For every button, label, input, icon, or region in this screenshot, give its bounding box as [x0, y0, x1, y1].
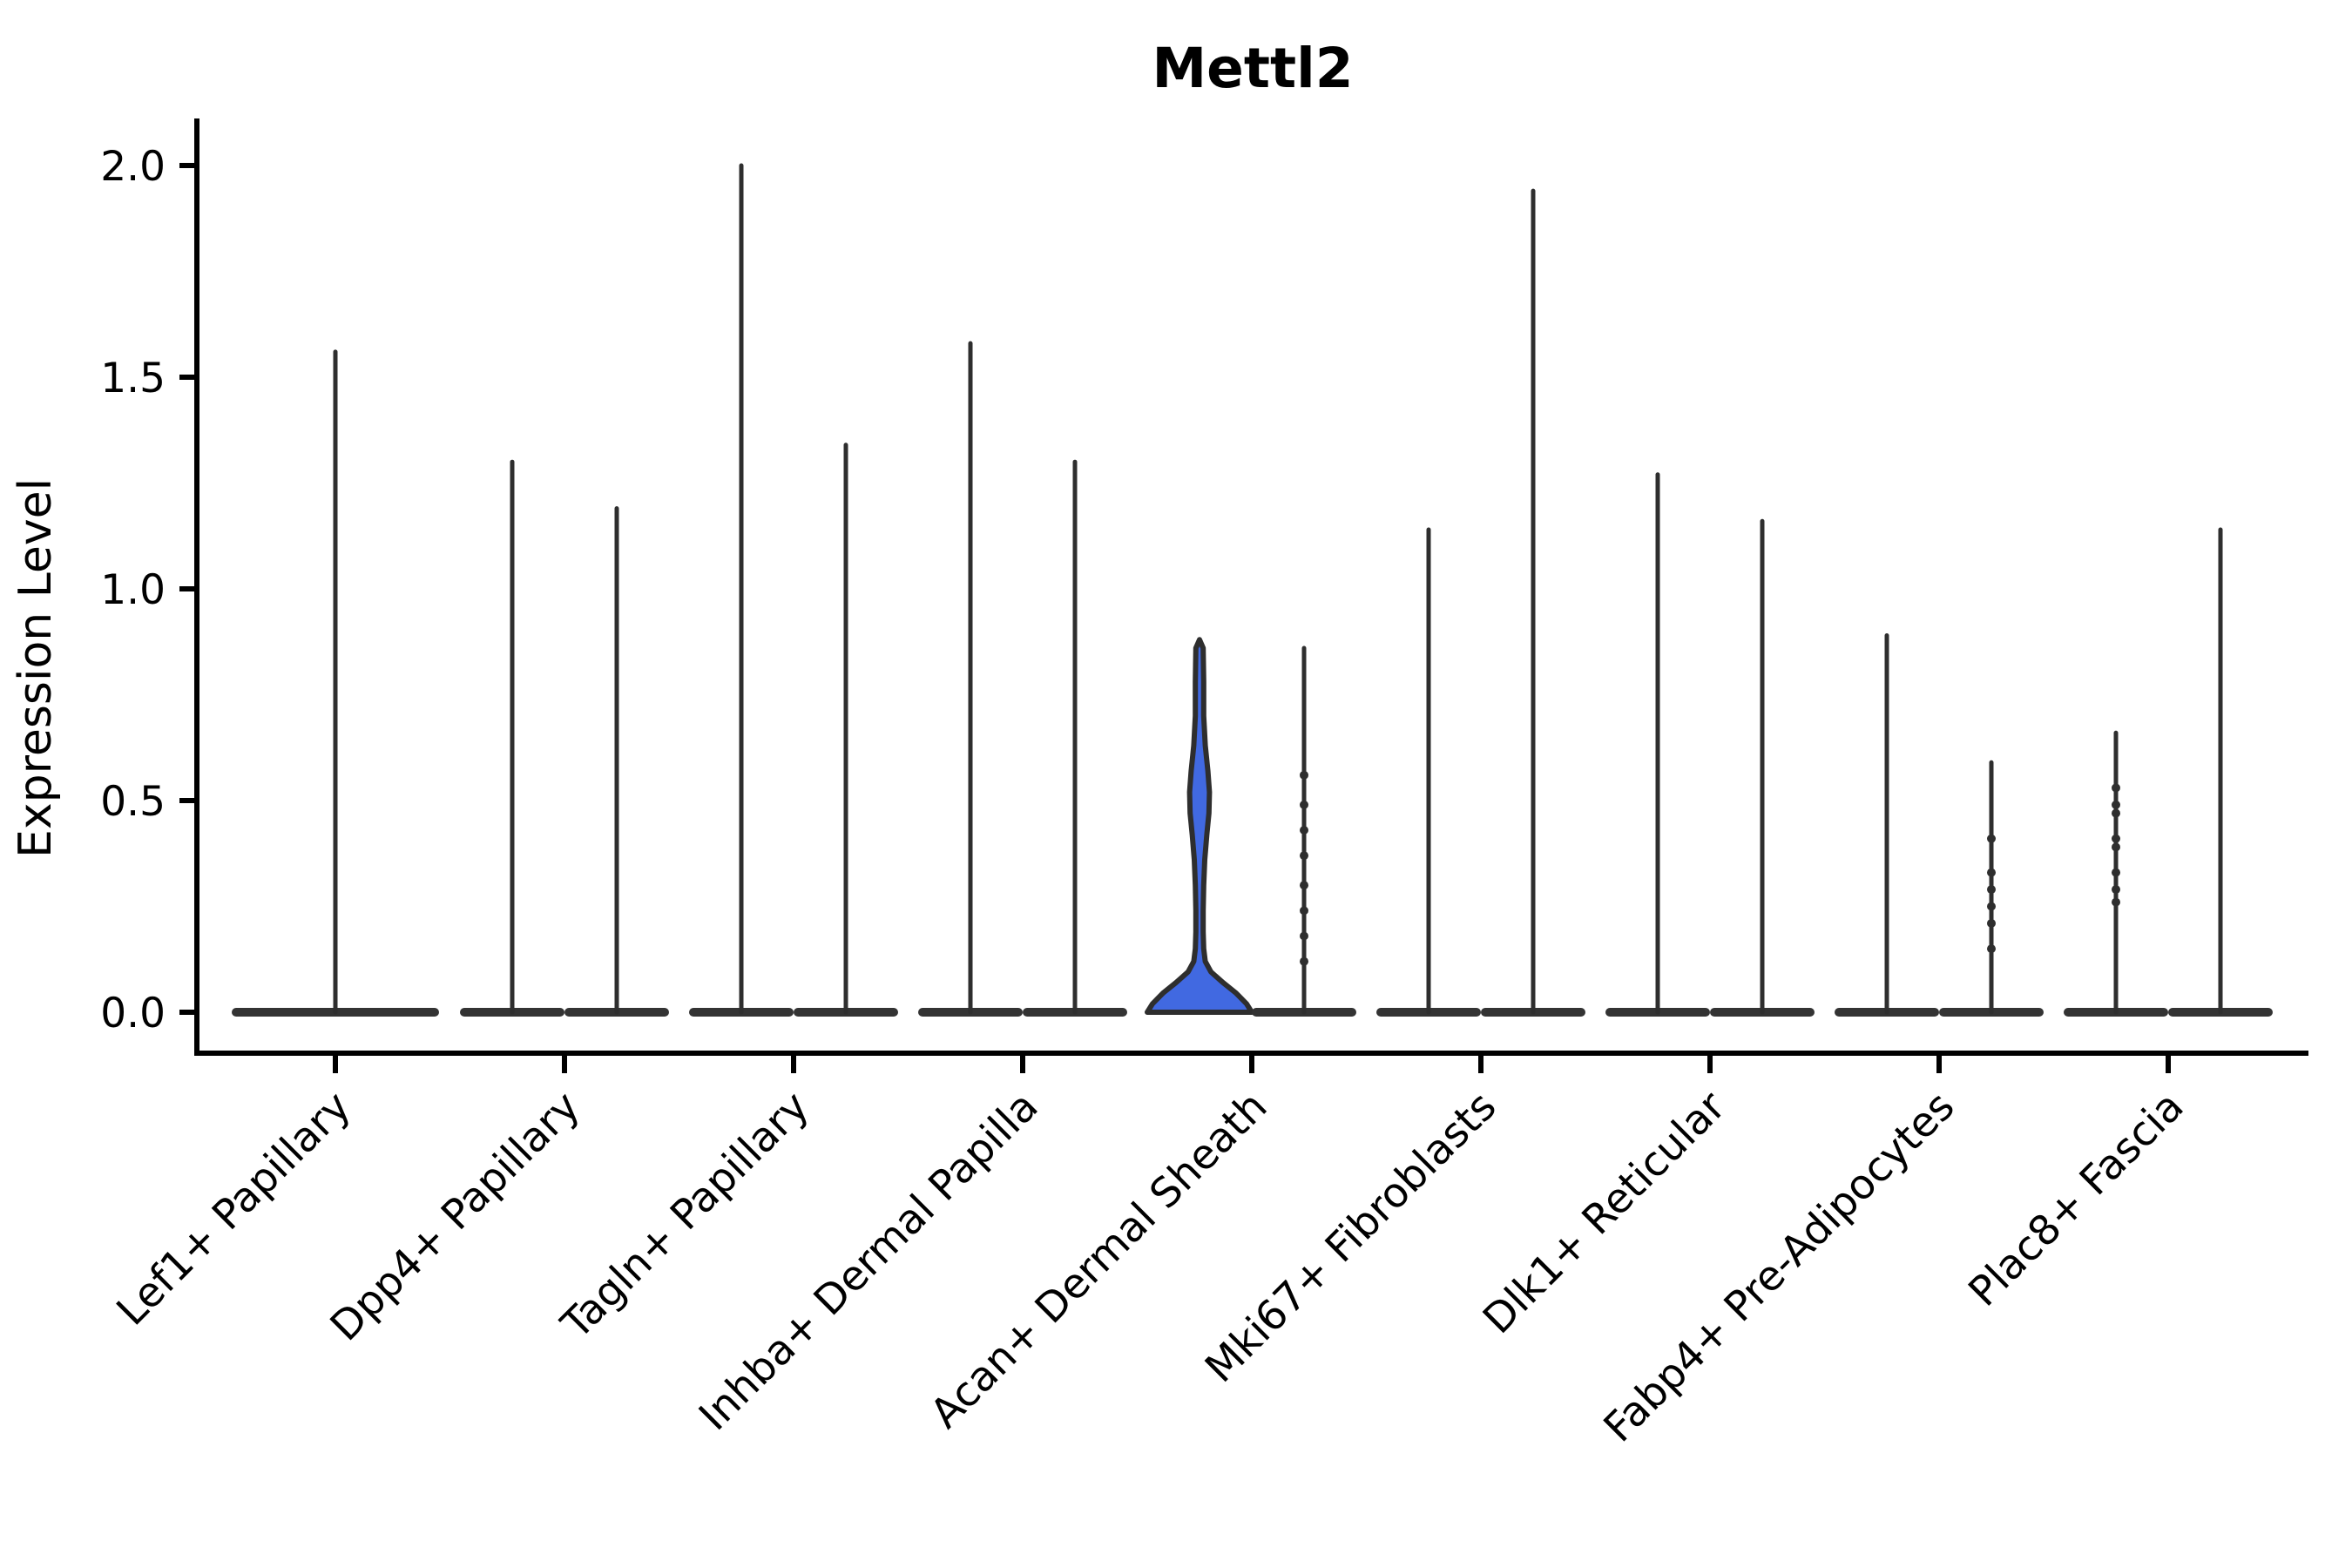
filled-violin-body	[1145, 637, 1254, 1015]
cell-point	[1987, 902, 1996, 911]
violin-5-right	[1481, 188, 1585, 1017]
cell-point	[1987, 834, 1996, 843]
x-tick-label: Dpp4+ Papillary	[321, 1083, 590, 1351]
violin-2-left	[689, 163, 794, 1017]
violin-0-center	[232, 349, 439, 1017]
x-tick-label: Tagln+ Papillary	[552, 1083, 819, 1349]
cell-point	[1300, 881, 1308, 890]
cell-point	[1987, 944, 1996, 954]
cell-point	[1300, 851, 1308, 861]
cell-point	[1300, 826, 1308, 835]
y-tick-label: 0.0	[100, 990, 166, 1037]
cell-point	[1300, 906, 1308, 916]
cell-point	[1987, 918, 1996, 928]
violin-series	[232, 163, 2273, 1017]
y-tick-label: 1.0	[100, 566, 166, 614]
cell-point	[1987, 868, 1996, 877]
violin-1-left	[460, 459, 564, 1017]
cell-point	[1300, 770, 1308, 780]
x-tick-label: Dlk1+ Reticular	[1474, 1082, 1735, 1343]
violin-4-right	[1252, 645, 1356, 1017]
cell-point	[2112, 842, 2120, 852]
x-tick-label: Lef1+ Papillary	[108, 1083, 361, 1335]
cell-point	[1300, 800, 1308, 809]
y-axis-label: Expression Level	[10, 478, 62, 858]
chart-title: Mettl2	[1152, 37, 1353, 100]
violin-3-left	[918, 341, 1023, 1017]
violin-1-right	[564, 506, 669, 1017]
violin-4-left	[1145, 637, 1254, 1015]
y-axis-ticks: 0.0 0.5 1.0 1.5 2.0	[100, 143, 197, 1037]
cell-point	[2112, 834, 2120, 843]
cell-point	[2112, 783, 2120, 793]
violin-8-left	[2064, 730, 2168, 1017]
y-tick-label: 0.5	[100, 778, 166, 826]
violin-2-right	[794, 443, 898, 1017]
x-tick-label: Plac8+ Fascia	[1960, 1083, 2193, 1316]
cell-point	[2112, 897, 2120, 907]
cell-point	[1300, 956, 1308, 966]
violin-3-right	[1023, 459, 1127, 1017]
y-tick-label: 2.0	[100, 143, 166, 191]
cell-point	[2112, 808, 2120, 818]
violin-5-left	[1376, 527, 1481, 1017]
y-tick-label: 1.5	[100, 355, 166, 402]
violin-7-left	[1835, 632, 1939, 1017]
cell-point	[1987, 885, 1996, 895]
cell-point	[2112, 868, 2120, 877]
cell-point	[2112, 800, 2120, 809]
cell-point	[1300, 931, 1308, 941]
cell-point	[2112, 885, 2120, 895]
violin-8-right	[2168, 527, 2273, 1017]
violin-7-right	[1939, 760, 2044, 1017]
violin-6-right	[1710, 518, 1815, 1017]
violin-6-left	[1605, 472, 1710, 1017]
